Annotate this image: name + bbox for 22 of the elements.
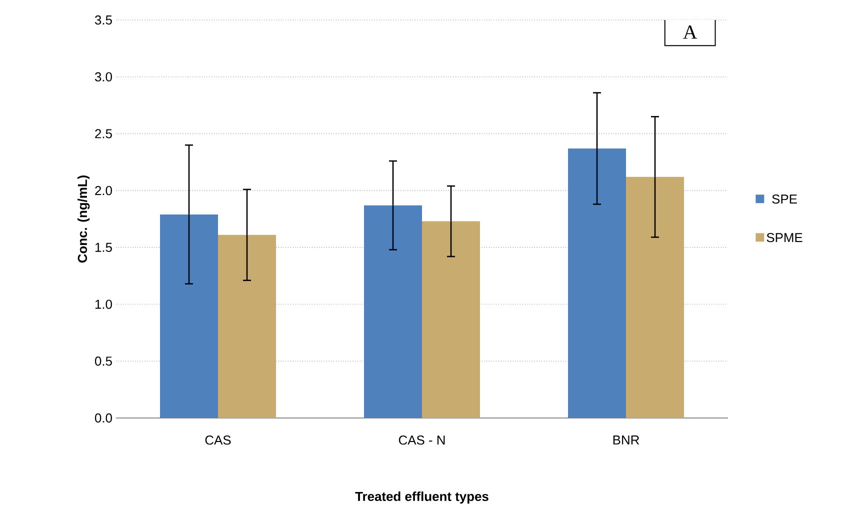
y-axis-title: Conc. (ng/mL) <box>78 176 90 263</box>
bar <box>626 176 684 418</box>
x-tick-label: CAS - N <box>398 436 445 445</box>
bar <box>422 221 480 418</box>
bar <box>568 148 626 418</box>
x-tick-label: BNR <box>613 436 640 444</box>
bar <box>364 205 422 418</box>
y-tick-label: 0.0 <box>94 413 112 423</box>
y-tick-label: 3.0 <box>94 72 112 82</box>
y-tick-label: 0.5 <box>94 356 112 366</box>
y-tick-label: 2.0 <box>95 186 112 196</box>
legend-label: SPME <box>766 232 802 242</box>
x-axis-title: Treated effluent types <box>355 492 488 504</box>
x-tick-label: CAS <box>205 436 231 445</box>
y-tick-label: 2.5 <box>95 129 112 138</box>
bar <box>160 214 218 418</box>
annotation: A <box>683 26 698 39</box>
bar <box>218 234 276 418</box>
legend-label: SPE <box>772 194 797 204</box>
y-tick-label: 1.0 <box>95 300 112 309</box>
y-tick-label: 1.5 <box>95 242 112 252</box>
y-tick-label: 3.5 <box>94 15 112 25</box>
